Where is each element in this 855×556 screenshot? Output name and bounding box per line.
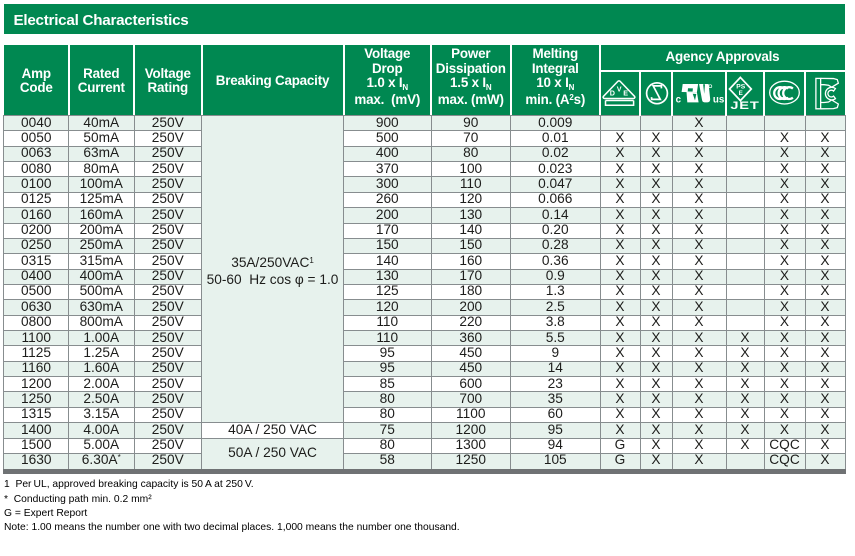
svg-text:E: E	[739, 90, 743, 97]
svg-text:PS: PS	[736, 83, 745, 90]
svg-text:D: D	[610, 89, 615, 98]
svg-text:us: us	[713, 94, 725, 105]
svg-text:V: V	[617, 85, 622, 94]
svg-text:E: E	[623, 89, 628, 98]
svg-text:JET: JET	[730, 99, 759, 111]
svg-text:c: c	[676, 94, 682, 105]
